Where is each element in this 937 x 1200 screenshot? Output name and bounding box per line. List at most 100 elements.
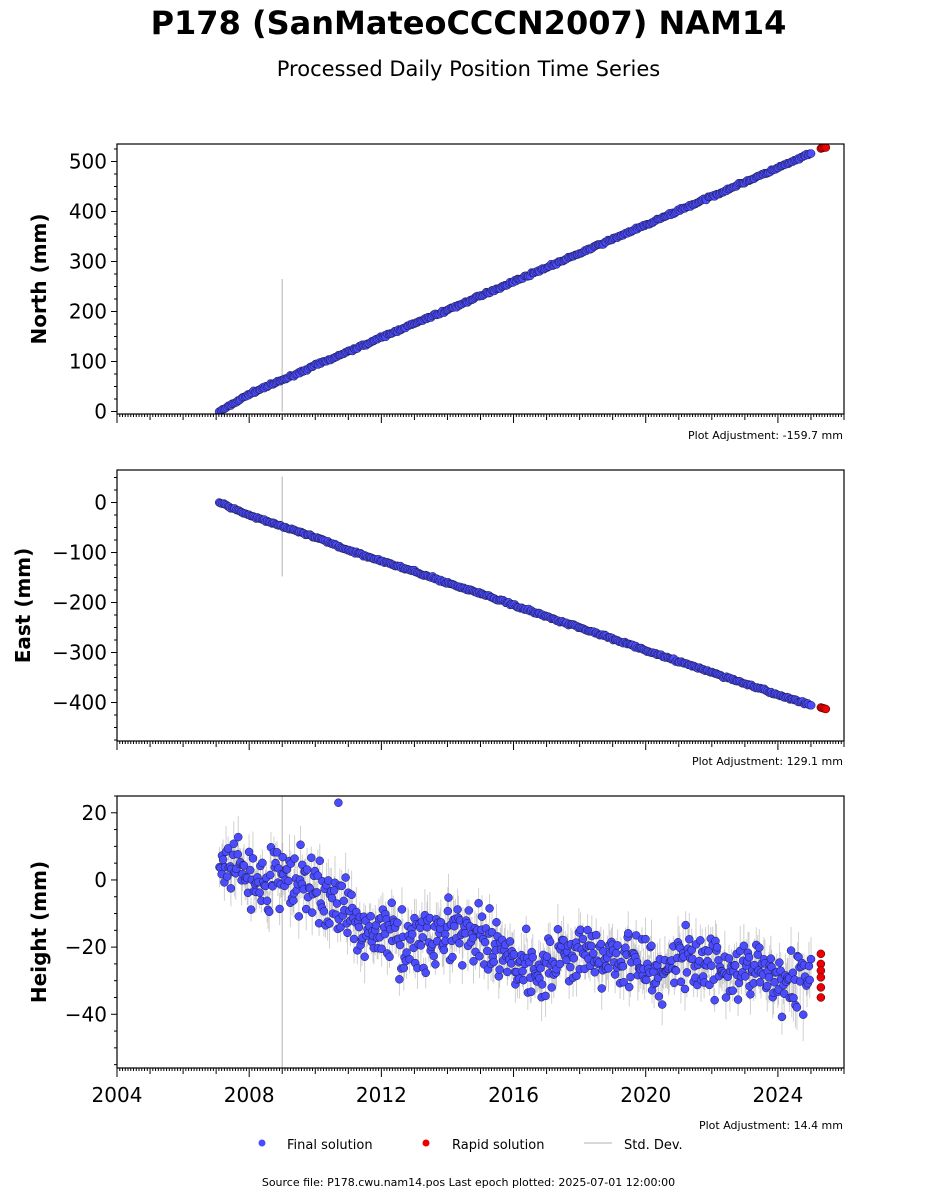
east-frame <box>116 469 845 742</box>
height-final-point <box>296 840 305 850</box>
height-ytick-label: −20 <box>65 935 107 959</box>
height-rapid-point <box>816 993 826 1002</box>
height-final-point <box>724 954 734 963</box>
height-final-point <box>589 949 598 958</box>
height-final-point <box>485 904 494 913</box>
north-ytick-label: 200 <box>69 300 107 324</box>
height-final-point <box>739 941 749 951</box>
north-ytick-label: 500 <box>69 150 107 174</box>
height-final-point <box>218 855 228 864</box>
height-final-point <box>302 865 312 874</box>
height-final-point <box>307 908 317 917</box>
height-ytick-label: 20 <box>82 801 107 825</box>
height-final-point <box>245 865 255 875</box>
height-final-point <box>468 933 478 943</box>
height-final-point <box>492 918 501 927</box>
height-final-point <box>786 946 796 955</box>
height-final-point <box>229 839 239 849</box>
height-final-point <box>444 893 453 902</box>
height-final-point <box>576 925 585 935</box>
height-final-point <box>264 907 274 917</box>
east-ytick-label: −300 <box>52 641 107 665</box>
north-final-point <box>806 149 816 158</box>
legend-rapid-label: Rapid solution <box>452 1138 545 1153</box>
height-outlier-point <box>334 798 343 807</box>
height-final-point <box>647 941 656 951</box>
height-final-point <box>528 952 538 962</box>
height-xtick-label: 2016 <box>488 1083 539 1107</box>
height-final-point <box>578 934 588 944</box>
height-final-point <box>248 854 258 863</box>
height-final-point <box>233 832 243 842</box>
height-final-point <box>654 992 664 1001</box>
height-plot-adjustment: Plot Adjustment: 14.4 mm <box>698 1119 843 1132</box>
chart-subtitle: Processed Daily Position Time Series <box>276 57 661 81</box>
height-final-point <box>583 925 592 935</box>
height-final-point <box>233 850 243 859</box>
north-plot-adjustment: Plot Adjustment: -159.7 mm <box>688 429 843 442</box>
height-final-point <box>436 917 446 927</box>
height-final-point <box>798 1010 808 1019</box>
height-final-point <box>521 924 531 934</box>
east-final-point <box>806 701 816 710</box>
height-final-point <box>294 912 304 921</box>
legend-rapid-marker <box>421 1137 431 1152</box>
height-final-point <box>418 933 427 942</box>
height-final-point <box>395 975 404 984</box>
height-final-point <box>509 950 519 959</box>
height-final-point <box>464 906 474 915</box>
height-xtick-label: 2004 <box>92 1083 143 1107</box>
height-final-point <box>733 995 743 1004</box>
height-final-point <box>681 920 690 930</box>
height-final-point <box>680 984 690 994</box>
height-final-point <box>744 952 754 962</box>
height-final-point <box>553 924 563 934</box>
legend-final-marker <box>257 1137 267 1152</box>
height-final-point <box>275 904 284 914</box>
height-final-point <box>289 896 298 905</box>
height-final-point <box>226 884 236 893</box>
height-final-point <box>642 975 651 985</box>
east-rapid-point <box>821 704 831 714</box>
height-final-point <box>339 896 349 906</box>
height-xtick-label: 2008 <box>224 1083 275 1107</box>
height-final-point <box>262 896 272 906</box>
north-rapid-point <box>821 144 831 152</box>
height-final-point <box>244 847 254 857</box>
height-final-point <box>395 940 405 950</box>
height-final-point <box>421 968 430 978</box>
height-xtick-label: 2012 <box>356 1083 407 1107</box>
height-final-point <box>624 982 634 992</box>
height-final-point <box>343 928 352 938</box>
height-final-point <box>477 912 487 921</box>
height-final-point <box>806 954 816 964</box>
east-ytick-label: 0 <box>94 491 107 515</box>
height-final-point <box>439 945 449 955</box>
east-ytick-label: −200 <box>52 591 107 615</box>
height-final-point <box>377 944 386 954</box>
height-final-point <box>278 852 287 862</box>
height-final-point <box>687 945 696 955</box>
height-final-point <box>258 858 267 868</box>
height-final-point <box>354 922 364 932</box>
height-final-point <box>341 873 350 882</box>
height-final-point <box>755 943 764 952</box>
height-final-point <box>506 959 516 968</box>
height-final-point <box>696 936 705 945</box>
height-final-point <box>545 937 555 947</box>
height-final-point <box>547 983 556 992</box>
height-final-point <box>475 952 484 961</box>
height-final-point <box>393 918 402 928</box>
height-final-point <box>676 977 686 987</box>
height-final-point <box>347 890 356 900</box>
height-ylabel: Height (mm) <box>27 861 51 1003</box>
height-final-point <box>613 941 622 950</box>
height-final-point <box>385 952 394 962</box>
height-final-point <box>536 963 545 973</box>
height-final-point <box>495 965 504 974</box>
height-final-point <box>366 911 375 921</box>
height-final-point <box>319 907 329 916</box>
chart-title: P178 (SanMateoCCCN2007) NAM14 <box>150 4 787 42</box>
height-final-point <box>416 941 426 950</box>
height-final-point <box>707 961 716 970</box>
